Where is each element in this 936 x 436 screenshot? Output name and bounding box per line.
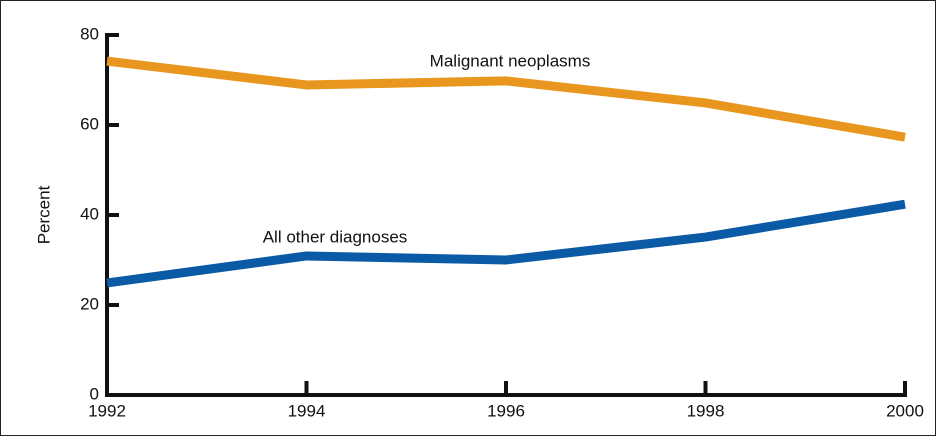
series-label: All other diagnoses [263, 227, 408, 246]
x-tick-label: 2000 [886, 401, 924, 420]
series-label: Malignant neoplasms [430, 51, 591, 70]
series-line [106, 199, 906, 288]
y-tick-label: 60 [80, 114, 99, 133]
y-axis-label: Percent [34, 185, 53, 244]
x-tick-label: 1994 [288, 401, 326, 420]
y-tick-label: 0 [90, 384, 99, 403]
x-tick-label: 1996 [487, 401, 525, 420]
series-line [106, 56, 906, 142]
y-tick-label: 20 [80, 294, 99, 313]
y-tick-label: 80 [80, 24, 99, 43]
x-tick-label: 1998 [687, 401, 725, 420]
x-tick-label: 1992 [88, 401, 126, 420]
y-tick-label: 40 [80, 204, 99, 223]
